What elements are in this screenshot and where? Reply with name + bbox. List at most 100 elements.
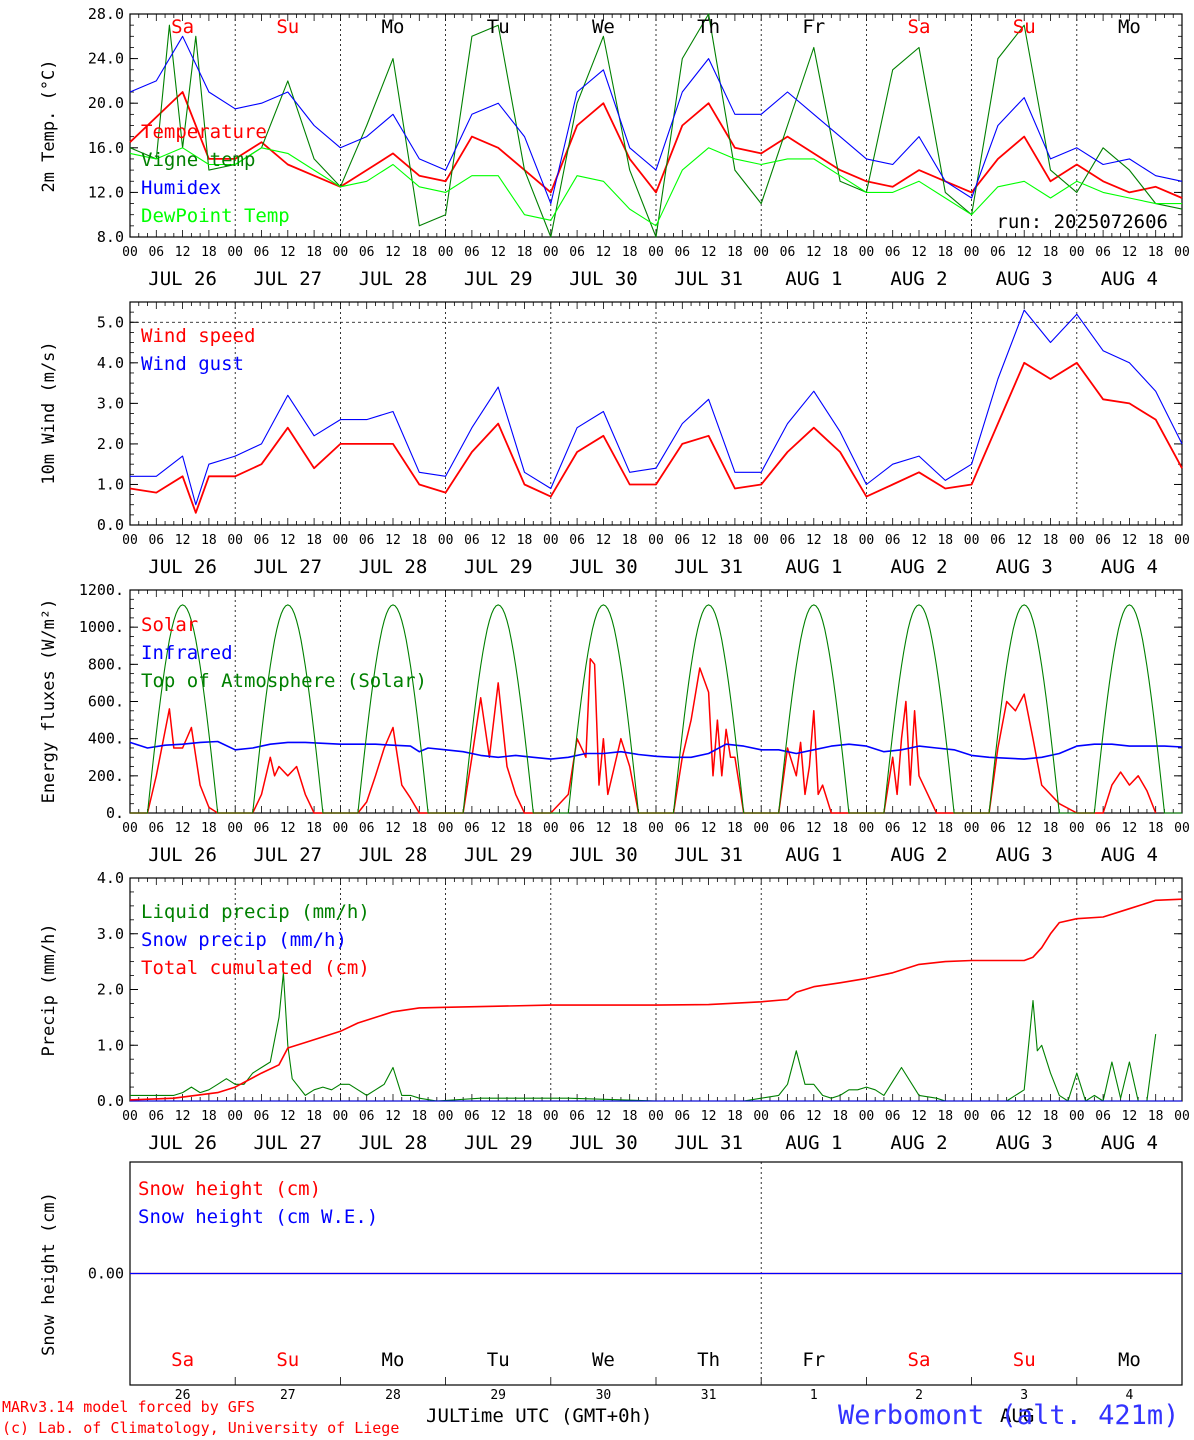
hour-tick-label: 06 xyxy=(569,245,585,260)
hour-tick-label: 00 xyxy=(543,821,559,836)
legend-entry: Infrared xyxy=(141,642,233,664)
y-tick-label: 8.0 xyxy=(97,228,124,246)
hour-tick-label: 06 xyxy=(148,821,164,836)
date-label: JUL 26 xyxy=(148,556,217,578)
hour-tick-label: 18 xyxy=(201,245,217,260)
y-axis-label: 10m Wind (m/s) xyxy=(39,341,59,484)
hour-tick-label: 18 xyxy=(937,1109,953,1124)
y-tick-label: 20.0 xyxy=(88,94,124,112)
hour-tick-label: 00 xyxy=(1174,821,1190,836)
date-label: JUL 26 xyxy=(148,268,217,290)
hour-tick-label: 00 xyxy=(333,245,349,260)
series-line xyxy=(129,35,1183,205)
hour-tick-label: 00 xyxy=(122,1109,138,1124)
hour-tick-label: 18 xyxy=(201,533,217,548)
hour-tick-label: 00 xyxy=(227,533,243,548)
date-label: JUL 27 xyxy=(253,844,322,866)
hour-tick-label: 00 xyxy=(1069,821,1085,836)
date-label: JUL 30 xyxy=(569,556,638,578)
y-tick-label: 3.0 xyxy=(97,925,124,943)
hour-tick-label: 00 xyxy=(964,245,980,260)
hour-tick-label: 18 xyxy=(1148,821,1164,836)
date-label: AUG 2 xyxy=(890,556,947,578)
series-line xyxy=(129,147,1182,227)
day-number-label: 1 xyxy=(810,1388,818,1403)
hour-tick-label: 12 xyxy=(1122,245,1138,260)
date-label: AUG 3 xyxy=(996,844,1053,866)
hour-tick-label: 18 xyxy=(832,1109,848,1124)
panel-3: 0. 200. 400. 600. 800. 1000. 1200. Energy fluxe… xyxy=(39,581,1190,866)
hour-tick-label: 12 xyxy=(596,1109,612,1124)
legend-entry: Top of Atmosphere (Solar) xyxy=(141,670,427,692)
hour-tick-label: 00 xyxy=(438,821,454,836)
hour-tick-label: 00 xyxy=(753,245,769,260)
legend-entry: Liquid precip (mm/h) xyxy=(141,901,370,923)
weekday-label: Su xyxy=(276,1349,299,1371)
legend-entry: Solar xyxy=(141,614,198,636)
weekday-label: We xyxy=(592,1349,615,1371)
hour-tick-label: 18 xyxy=(727,533,743,548)
time-axis-label: Time UTC (GMT+0h) xyxy=(458,1405,653,1427)
hour-tick-label: 12 xyxy=(385,1109,401,1124)
hour-tick-label: 18 xyxy=(937,533,953,548)
hour-tick-label: 00 xyxy=(859,821,875,836)
weekday-label: Tu xyxy=(487,1349,510,1371)
day-number-label: 4 xyxy=(1125,1388,1133,1403)
y-tick-label: 600. xyxy=(88,693,124,711)
hour-tick-label: 00 xyxy=(753,533,769,548)
hour-tick-label: 18 xyxy=(411,533,427,548)
hour-tick-label: 00 xyxy=(964,821,980,836)
date-label: AUG 3 xyxy=(996,556,1053,578)
y-axis-label: Energy fluxes (W/m²) xyxy=(39,599,59,804)
hour-tick-label: 18 xyxy=(411,1109,427,1124)
date-label: AUG 2 xyxy=(890,1132,947,1154)
y-tick-label: 4.0 xyxy=(97,354,124,372)
weekday-label: Su xyxy=(1013,1349,1036,1371)
date-label: JUL 28 xyxy=(359,268,428,290)
y-tick-label: 1200. xyxy=(79,581,124,599)
date-label: JUL 29 xyxy=(464,1132,533,1154)
hour-tick-label: 18 xyxy=(622,245,638,260)
hour-tick-label: 00 xyxy=(438,1109,454,1124)
date-label: AUG 3 xyxy=(996,1132,1053,1154)
hour-tick-label: 00 xyxy=(1174,1109,1190,1124)
date-label: JUL 26 xyxy=(148,844,217,866)
weekday-label: Tu xyxy=(487,16,510,38)
date-label: JUL 30 xyxy=(569,844,638,866)
legend-entry: Wind gust xyxy=(141,353,244,375)
y-tick-label: 2.0 xyxy=(97,435,124,453)
hour-tick-label: 06 xyxy=(885,821,901,836)
hour-tick-label: 00 xyxy=(438,533,454,548)
hour-tick-label: 18 xyxy=(727,245,743,260)
hour-tick-label: 06 xyxy=(254,533,270,548)
hour-tick-label: 18 xyxy=(622,533,638,548)
hour-tick-label: 00 xyxy=(1174,245,1190,260)
hour-tick-label: 06 xyxy=(464,533,480,548)
model-credit-line: MARv3.14 model forced by GFS xyxy=(2,1398,255,1416)
hour-tick-label: 06 xyxy=(464,1109,480,1124)
hour-tick-label: 06 xyxy=(674,821,690,836)
hour-tick-label: 18 xyxy=(411,821,427,836)
hour-tick-label: 18 xyxy=(727,1109,743,1124)
y-axis-label: 2m Temp. (°C) xyxy=(39,59,59,192)
hour-tick-label: 00 xyxy=(543,245,559,260)
hour-tick-label: 06 xyxy=(464,245,480,260)
weekday-label: Sa xyxy=(908,1349,931,1371)
hour-tick-label: 00 xyxy=(1069,533,1085,548)
hour-tick-label: 12 xyxy=(596,533,612,548)
hour-tick-label: 18 xyxy=(622,821,638,836)
jul-axis-label: JUL xyxy=(426,1405,461,1427)
hour-tick-label: 06 xyxy=(674,533,690,548)
hour-tick-label: 06 xyxy=(990,1109,1006,1124)
hour-tick-label: 12 xyxy=(911,821,927,836)
hour-tick-label: 06 xyxy=(885,245,901,260)
hour-tick-label: 00 xyxy=(859,533,875,548)
legend-entry: Temperature xyxy=(141,121,267,143)
legend-entry: Humidex xyxy=(141,177,221,199)
date-label: AUG 1 xyxy=(785,268,842,290)
hour-tick-label: 18 xyxy=(306,821,322,836)
hour-tick-label: 18 xyxy=(832,245,848,260)
hour-tick-label: 00 xyxy=(648,533,664,548)
hour-tick-label: 18 xyxy=(937,245,953,260)
hour-tick-label: 18 xyxy=(832,533,848,548)
